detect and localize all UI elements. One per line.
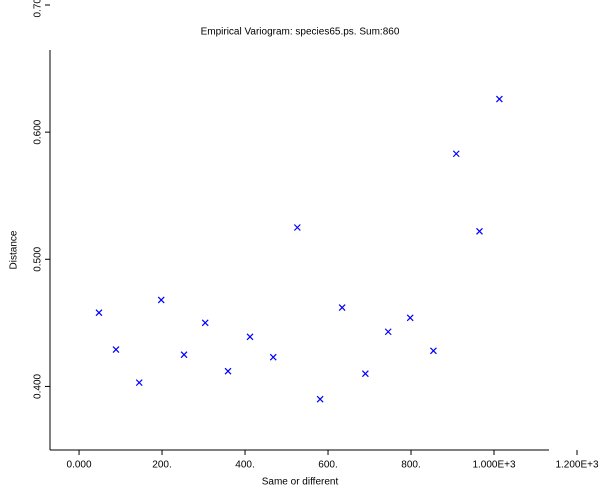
x-axis-label: Same or different [262, 477, 339, 488]
chart-title: Empirical Variogram: species65.ps. Sum:8… [201, 27, 400, 38]
point [476, 227, 483, 235]
point [495, 95, 503, 103]
x-tick-label: 1.000E+3 [472, 460, 516, 471]
point [429, 347, 437, 355]
y-tick-label: 0.400 [33, 373, 44, 398]
y-tick-label: 0.500 [33, 246, 44, 271]
point [246, 333, 254, 341]
point [201, 319, 209, 327]
y-tick-label: 0.700 [33, 0, 44, 18]
point [406, 314, 414, 322]
point [224, 367, 232, 375]
y-axis-label: Distance [9, 230, 20, 269]
x-tick-label: 0.000 [67, 460, 92, 471]
point [361, 370, 369, 378]
x-tick-label: 200. [152, 460, 171, 471]
point [95, 309, 103, 317]
y-tick-label: 0.600 [33, 119, 44, 144]
x-tick-label: 400. [235, 460, 254, 471]
x-tick-label: 800. [401, 460, 420, 471]
x-tick-label: 1.200E+3 [555, 460, 599, 471]
x-tick-label: 600. [318, 460, 337, 471]
point [135, 379, 143, 387]
point [269, 353, 277, 361]
point [316, 395, 324, 403]
point [452, 150, 460, 158]
point [293, 224, 301, 231]
point [338, 304, 346, 312]
point [157, 296, 165, 304]
point [384, 328, 392, 336]
point [112, 346, 120, 353]
point [180, 351, 188, 359]
